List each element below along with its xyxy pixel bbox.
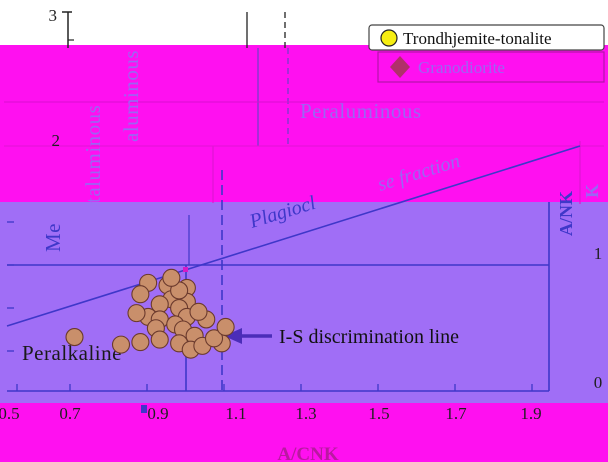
metaluminous-mid-label: taluminous xyxy=(81,105,105,203)
legend-marker-diamond xyxy=(390,56,410,78)
axes-group: 0.5 0.7 0.9 1.1 1.3 1.5 1.7 1.9 3 2 1 0 xyxy=(0,6,604,423)
data-points xyxy=(65,267,235,413)
small-marker-1 xyxy=(183,267,188,272)
x-tick-label-0: 0.5 xyxy=(0,404,20,423)
y-right-tick-label-1: 1 xyxy=(594,244,603,263)
small-marker-2 xyxy=(141,405,147,413)
y-axis-label-right-upper: K xyxy=(582,184,602,198)
y-axis-label-right: A/NK xyxy=(556,191,576,236)
data-point-17 xyxy=(65,328,84,347)
bottom-magenta-band xyxy=(0,403,608,462)
purple-band-lower xyxy=(0,266,608,403)
legend-label-granodiorite: Granodiorite xyxy=(418,58,505,77)
data-point-3 xyxy=(131,285,150,304)
data-point-18 xyxy=(111,335,131,354)
x-tick-label-5: 1.5 xyxy=(368,404,389,423)
x-tick-label-2: 0.9 xyxy=(147,404,168,423)
legend-label-trondhjemite: Trondhjemite-tonalite xyxy=(403,29,552,48)
data-point-19 xyxy=(131,333,150,352)
purple-band-upper xyxy=(0,202,608,266)
i-s-annotation-text: I-S discrimination line xyxy=(279,326,459,348)
x-tick-label-1: 0.7 xyxy=(59,404,81,423)
data-point-20 xyxy=(150,330,169,349)
metaluminous-upper-label: aluminous xyxy=(119,50,143,142)
data-point-27 xyxy=(189,302,208,321)
legend: Trondhjemite-tonalite Granodiorite xyxy=(368,24,605,83)
metaluminous-label: Me xyxy=(41,223,65,252)
x-tick-label-4: 1.3 xyxy=(295,404,316,423)
data-point-29 xyxy=(162,268,181,287)
y-tick-label-2: 2 xyxy=(52,131,61,150)
legend-box-bottom xyxy=(377,51,605,83)
data-point-25 xyxy=(204,329,224,348)
legend-box-top xyxy=(368,24,605,51)
y-tick-label-3: 3 xyxy=(49,6,58,25)
legend-marker-circle xyxy=(380,29,398,47)
peraluminous-label: Peraluminous xyxy=(300,99,422,123)
plagioclase-fraction-line xyxy=(6,145,581,327)
x-tick-label-7: 1.9 xyxy=(520,404,541,423)
data-point-9 xyxy=(127,304,146,323)
middle-magenta-band xyxy=(0,146,608,204)
i-s-arrow-head xyxy=(224,328,242,344)
x-axis-title: A/CNK xyxy=(277,444,338,462)
x-tick-label-3: 1.1 xyxy=(225,404,246,423)
y-right-tick-label-0: 0 xyxy=(594,373,603,392)
data-point-26 xyxy=(216,317,235,337)
x-tick-label-6: 1.7 xyxy=(445,404,467,423)
